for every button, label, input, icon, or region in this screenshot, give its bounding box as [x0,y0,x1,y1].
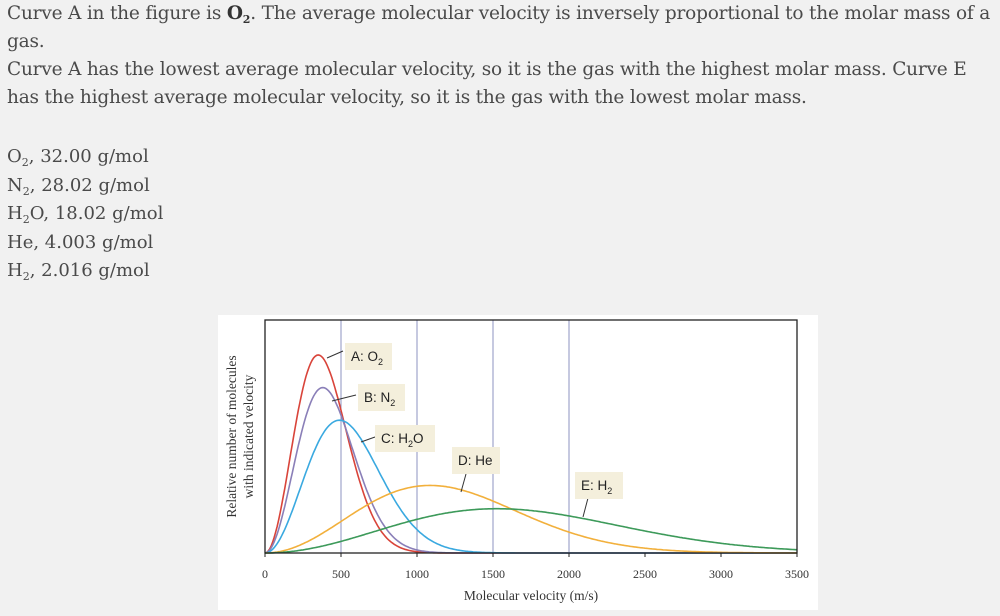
label-leader-line [326,350,344,359]
formula-base: H [7,203,23,225]
formula-sub: 2 [22,270,30,284]
formula-sub: 2 [22,213,30,227]
label-leader-line [460,473,467,493]
formula-base: O [7,146,22,167]
label-leader-line [582,497,589,518]
molar-mass-value: O, 18.02 g/mol [29,203,164,225]
curve [264,354,797,554]
label-leader-line [331,394,357,402]
intro-text: Curve A in the figure is O2. The average… [7,3,991,52]
intro-formula: O2 [226,3,251,26]
curve [264,419,797,554]
molar-mass-value: , 4.003 g/mol [33,231,154,253]
curve-label: B: N2 [364,390,395,408]
curve-label-box [345,343,392,370]
molar-mass-item: H2O, 18.02 g/mol [7,200,163,229]
x-tick-label: 1000 [405,567,429,581]
velocity-distribution-chart: 0 500 1000 1500 2000 2500 3000 3500 Molecular ve… [218,315,818,610]
y-axis-label: with indicated velocity [241,374,256,498]
x-axis-label: Molecular velocity (m/s) [464,588,598,603]
curve-label: D: He [458,453,493,468]
x-tick-label: 2500 [633,567,657,581]
curve-label-box [375,425,435,452]
molar-mass-item: He, 4.003 g/mol [7,229,163,258]
x-tick-label: 3500 [785,567,809,581]
curve-label-box [452,447,500,474]
curve-label: A: O2 [351,349,383,367]
curve [265,507,797,554]
molar-mass-value: , 2.016 g/mol [29,260,150,282]
curve-label: C: H2O [381,431,424,449]
curve [265,484,797,554]
x-tick-label: 1500 [481,567,505,581]
formula-base: H [7,260,23,282]
formula-sub: 2 [22,184,30,198]
label-leader-line [360,436,376,443]
molar-mass-item: H2, 2.016 g/mol [7,257,163,286]
x-tick-label: 500 [332,567,350,581]
x-tick-label: 0 [262,567,268,581]
curve [264,386,797,554]
curve-label-box [358,384,405,411]
molar-mass-value: , 32.00 g/mol [28,146,149,167]
plot-frame [264,319,798,554]
molar-mass-item: N2, 28.02 g/mol [7,172,163,201]
x-tick-label: 3000 [709,567,733,581]
formula-sub: 2 [21,156,29,169]
y-axis-label: Relative number of molecules [224,355,239,517]
x-tick-label: 2000 [557,567,581,581]
molar-mass-list: O2, 32.00 g/mol N2, 28.02 g/mol H2O, 18.02… [7,143,163,286]
molar-mass-item: O2, 32.00 g/mol [7,143,163,172]
curve-label-box [575,472,623,499]
molar-mass-value: , 28.02 g/mol [29,174,150,196]
formula-base: N [7,174,23,196]
formula-base: He [7,231,34,253]
explanation-text: Curve A has the lowest average molecular… [7,59,967,108]
curve-label: E: H2 [581,478,612,496]
